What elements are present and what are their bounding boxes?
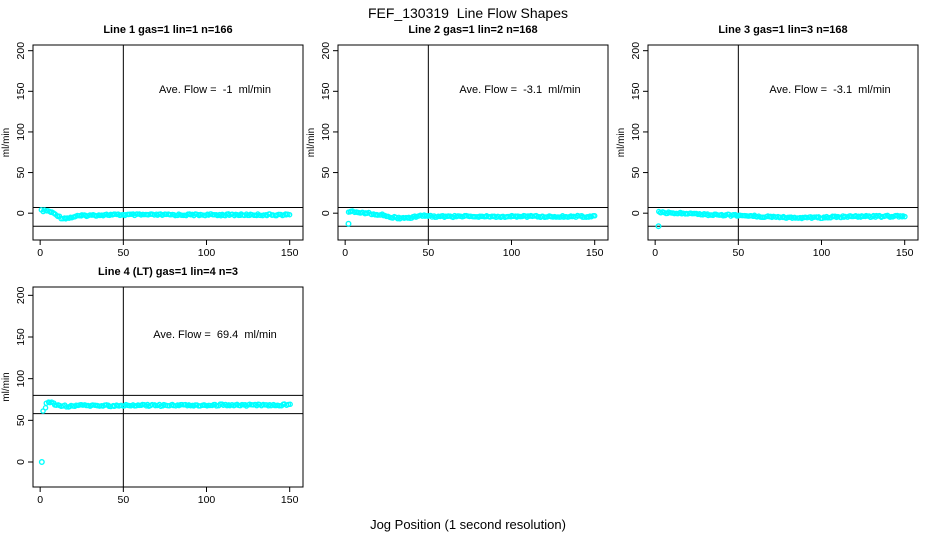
subplot-line1: Line 1 gas=1 lin=1 n=166 0 50 100 150 0 50 100…	[0, 20, 315, 262]
y-axis-tick-label: 50	[15, 414, 27, 426]
x-axis-tick-label: 50	[732, 247, 744, 259]
x-axis-tick-label: 50	[117, 494, 129, 506]
data-point	[261, 212, 267, 218]
data-point	[899, 213, 905, 220]
y-axis-tick-label: 200	[15, 42, 27, 60]
data-point	[42, 405, 49, 411]
x-axis-tick-label: 150	[281, 247, 299, 259]
y-axis-tick-label: 0	[630, 210, 642, 216]
y-axis-tick-label: 200	[630, 42, 642, 60]
figure-xlabel: Jog Position (1 second resolution)	[370, 517, 566, 532]
y-axis-tick-label: 50	[15, 167, 27, 179]
y-axis-tick-label: 100	[15, 123, 27, 141]
x-axis-tick-label: 100	[198, 494, 216, 506]
y-axis-label: ml/min	[616, 128, 627, 157]
outlier-data-point	[345, 220, 352, 227]
subplot-line2-title: Line 2 gas=1 lin=2 n=168	[408, 24, 538, 36]
y-axis-tick-label: 50	[630, 167, 642, 179]
data-point	[860, 213, 866, 220]
subplot-line1-plot-area: 0 50 100 150 0 50 100 150 200 ml/min	[1, 42, 304, 259]
y-axis-tick-label: 200	[15, 286, 27, 304]
y-axis-label: ml/min	[306, 128, 317, 157]
subplot-line2-ave-flow-annotation: Ave. Flow = -3.1 ml/min	[459, 84, 581, 96]
data-point	[136, 402, 142, 409]
y-axis-tick-label: 150	[630, 82, 642, 100]
y-axis-tick-label: 0	[15, 459, 27, 465]
subplot-line2: Line 2 gas=1 lin=2 n=168 0 50 100 150 0 50 100…	[305, 20, 620, 262]
y-axis-tick-label: 0	[320, 210, 332, 216]
data-point	[287, 401, 293, 408]
y-axis-tick-label: 50	[320, 167, 332, 179]
subplot-line4-ave-flow-annotation: Ave. Flow = 69.4 ml/min	[153, 329, 277, 341]
y-axis-label: ml/min	[1, 128, 12, 157]
subplot-line1-title: Line 1 gas=1 lin=1 n=166	[103, 24, 233, 36]
y-axis-tick-label: 150	[15, 328, 27, 346]
x-axis-tick-label: 50	[117, 247, 129, 259]
subplot-line1-ave-flow-annotation: Ave. Flow = -1 ml/min	[159, 84, 271, 96]
x-axis-tick-label: 0	[37, 494, 43, 506]
x-axis-tick-label: 100	[198, 247, 216, 259]
data-point	[286, 211, 293, 218]
x-axis-tick-label: 0	[37, 247, 43, 259]
plot-box	[337, 44, 609, 241]
data-point	[374, 212, 381, 218]
y-axis-tick-label: 100	[15, 370, 27, 388]
y-axis-tick-label: 200	[320, 42, 332, 60]
subplot-line3-plot-area: 0 50 100 150 0 50 100 150 200 ml/min	[616, 42, 919, 259]
data-point	[149, 401, 155, 408]
data-point	[211, 211, 218, 218]
x-axis-tick-label: 100	[813, 247, 831, 259]
subplot-line2-plot-area: 0 50 100 150 0 50 100 150 200 ml/min	[306, 42, 609, 259]
data-point	[591, 213, 598, 219]
subplot-line3-title: Line 3 gas=1 lin=3 n=168	[718, 24, 848, 36]
x-axis-tick-label: 150	[896, 247, 914, 259]
y-axis-tick-label: 150	[15, 82, 27, 100]
plot-box	[32, 44, 304, 241]
outlier-data-point	[655, 223, 662, 230]
x-axis-tick-label: 50	[422, 247, 434, 259]
outlier-data-point	[38, 458, 45, 465]
y-axis-label: ml/min	[1, 372, 12, 401]
plot-box	[32, 286, 304, 488]
x-axis-tick-label: 0	[652, 247, 658, 259]
x-axis-tick-label: 100	[503, 247, 521, 259]
x-axis-tick-label: 0	[342, 247, 348, 259]
y-axis-tick-label: 100	[630, 123, 642, 141]
subplot-line3: Line 3 gas=1 lin=3 n=168 0 50 100 150 0 50 100…	[615, 20, 930, 262]
data-point	[108, 403, 114, 410]
figure-title: FEF_130319 Line Flow Shapes	[367, 5, 568, 21]
x-axis-tick-label: 150	[281, 494, 299, 506]
subplot-line4: Line 4 (LT) gas=1 lin=4 n=3 0 50 100 150 0 50…	[0, 262, 315, 512]
y-axis-tick-label: 100	[320, 123, 332, 141]
data-point	[63, 404, 70, 410]
y-axis-tick-label: 0	[15, 210, 27, 216]
data-point	[902, 213, 908, 220]
data-point	[76, 212, 83, 219]
data-point	[40, 408, 46, 414]
y-axis-tick-label: 150	[320, 82, 332, 100]
subplot-line4-plot-area: 0 50 100 150 0 50 100 150 200 ml/min	[1, 286, 304, 506]
data-point	[705, 212, 711, 219]
subplot-line3-ave-flow-annotation: Ave. Flow = -3.1 ml/min	[769, 84, 891, 96]
x-axis-tick-label: 150	[586, 247, 604, 259]
plot-box	[647, 44, 919, 241]
subplot-line4-title: Line 4 (LT) gas=1 lin=4 n=3	[97, 266, 239, 278]
